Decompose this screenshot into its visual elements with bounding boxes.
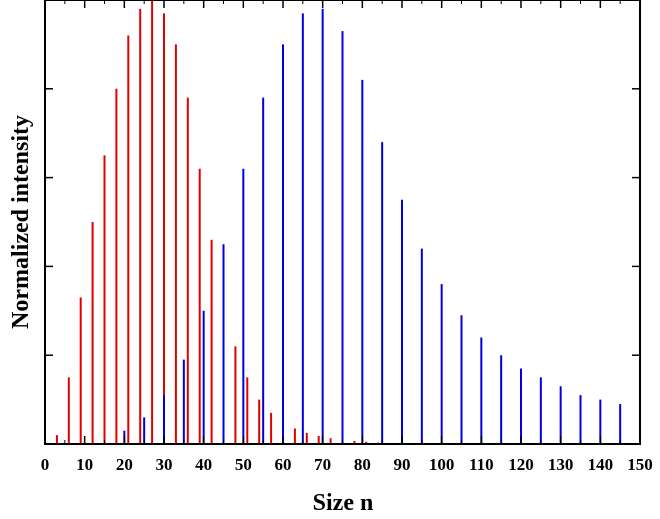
x-tick-label: 50 [235, 455, 252, 474]
x-tick-label: 150 [627, 455, 653, 474]
series-blue-spectrum [123, 8, 641, 444]
x-tick-label: 60 [275, 455, 292, 474]
x-tick-label: 100 [429, 455, 455, 474]
y-axis-title: Normalized intensity [8, 115, 34, 329]
x-axis-title: Size n [313, 490, 374, 516]
x-tick-label: 90 [394, 455, 411, 474]
series-red-spectrum [55, 0, 403, 444]
x-tick-label: 130 [548, 455, 574, 474]
x-tick-labels: 0 10 20 30 40 50 60 70 80 90 100 110 120 130 140 150 [41, 455, 653, 474]
x-tick-label: 10 [76, 455, 93, 474]
x-tick-label: 80 [354, 455, 371, 474]
plot-frame [44, 0, 641, 445]
x-tick-label: 30 [156, 455, 173, 474]
x-tick-label: 0 [41, 455, 50, 474]
x-tick-label: 70 [314, 455, 331, 474]
x-tick-label: 20 [116, 455, 133, 474]
x-tick-label: 40 [195, 455, 212, 474]
x-tick-label: 120 [508, 455, 534, 474]
x-tick-label: 140 [588, 455, 614, 474]
x-tick-label: 110 [469, 455, 494, 474]
